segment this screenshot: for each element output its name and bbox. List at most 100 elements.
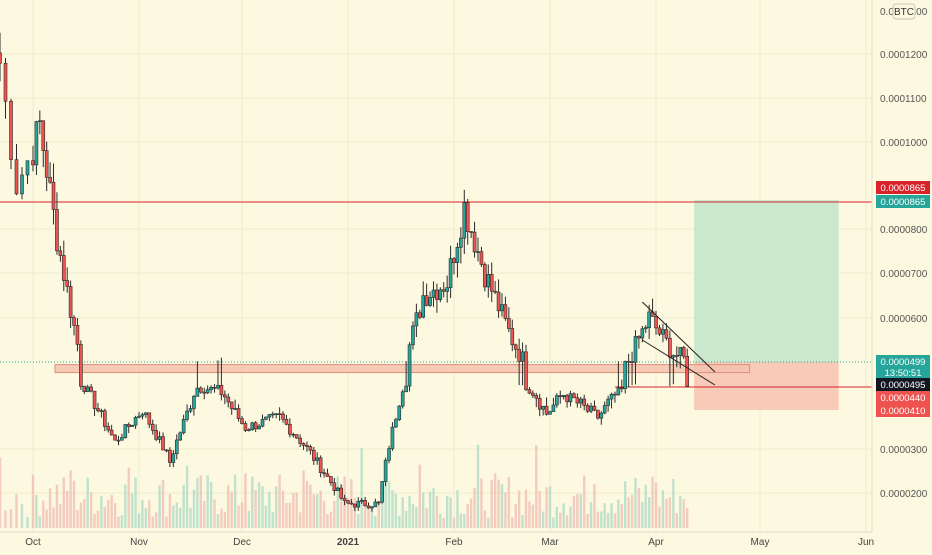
time-tick-label: Nov bbox=[130, 537, 148, 548]
price-axis-ticks: 0.0001200 0.0001100 0.0001000 0.0000800 0.00… bbox=[880, 50, 928, 500]
candle bbox=[520, 342, 525, 386]
candle bbox=[75, 318, 80, 352]
price-axis[interactable] bbox=[872, 0, 932, 532]
candle bbox=[168, 447, 172, 468]
candle bbox=[609, 392, 614, 409]
volume-bar bbox=[435, 495, 439, 528]
candle bbox=[99, 408, 104, 418]
volume-bar bbox=[398, 515, 401, 528]
volume-bar bbox=[624, 481, 627, 528]
candle bbox=[31, 145, 35, 172]
candle bbox=[585, 403, 590, 414]
volume-bar bbox=[456, 490, 459, 528]
candle bbox=[342, 494, 347, 506]
current-price-label: 0.0000499 bbox=[881, 357, 926, 368]
grid bbox=[0, 0, 872, 532]
volume-bar bbox=[192, 489, 196, 528]
candle bbox=[589, 402, 593, 414]
candle bbox=[407, 342, 412, 392]
volume-bar bbox=[668, 497, 672, 528]
level-lines bbox=[0, 201, 872, 388]
candle bbox=[366, 502, 371, 509]
volume-bar bbox=[411, 504, 415, 528]
volume-bar bbox=[637, 487, 641, 528]
candle bbox=[373, 498, 378, 508]
volume-bar bbox=[425, 508, 428, 528]
volume-bar bbox=[237, 505, 240, 528]
volume-bar bbox=[52, 507, 55, 528]
candle bbox=[233, 399, 237, 410]
volume-bar bbox=[442, 517, 445, 528]
candle bbox=[445, 275, 449, 303]
candle bbox=[267, 413, 272, 422]
volume-bar bbox=[127, 467, 130, 528]
volume-bar bbox=[295, 492, 298, 528]
candle bbox=[41, 120, 46, 168]
volume-bars bbox=[0, 444, 689, 528]
candle bbox=[578, 396, 583, 409]
volume-bar bbox=[175, 502, 178, 528]
candle bbox=[209, 385, 213, 394]
candle bbox=[92, 390, 97, 416]
candle bbox=[116, 435, 121, 446]
candle bbox=[164, 449, 169, 453]
candle bbox=[548, 410, 552, 415]
volume-bar bbox=[644, 484, 647, 528]
volume-bar bbox=[346, 497, 350, 528]
time-tick-label: Jun bbox=[858, 537, 874, 548]
volume-bar bbox=[531, 504, 535, 528]
currency-badge-box[interactable] bbox=[892, 3, 916, 20]
candle bbox=[243, 421, 248, 433]
time-axis-ticks: Oct Nov Dec 2021 Feb Mar Apr May Jun bbox=[25, 537, 874, 548]
candle bbox=[106, 422, 111, 433]
candle bbox=[55, 192, 59, 255]
volume-bar bbox=[559, 512, 562, 528]
candle bbox=[489, 262, 494, 303]
candle bbox=[452, 257, 456, 275]
volume-bar bbox=[569, 506, 572, 528]
candle bbox=[298, 434, 302, 448]
candle bbox=[257, 424, 261, 430]
volume-bar bbox=[596, 511, 600, 528]
stop-low-label: 0.0000410 bbox=[881, 406, 926, 417]
candle bbox=[400, 389, 405, 409]
volume-bar bbox=[504, 492, 507, 528]
volume-bar bbox=[548, 486, 552, 528]
volume-bar bbox=[203, 500, 206, 528]
candle bbox=[274, 413, 278, 419]
candle bbox=[332, 477, 337, 496]
candle bbox=[147, 412, 152, 428]
volume-bar bbox=[445, 496, 449, 528]
price-tick-label: 0.0000300 bbox=[880, 445, 928, 456]
volume-bar bbox=[511, 517, 514, 528]
candle bbox=[171, 450, 176, 468]
candle bbox=[181, 414, 186, 435]
volume-bar bbox=[316, 494, 319, 528]
volume-bar bbox=[654, 482, 658, 528]
volume-bar bbox=[254, 490, 257, 528]
volume-bar bbox=[326, 514, 329, 528]
candle bbox=[404, 361, 408, 393]
candle bbox=[469, 231, 473, 239]
volume-bar bbox=[55, 484, 59, 528]
candle bbox=[462, 189, 467, 255]
candle bbox=[555, 393, 559, 408]
candle bbox=[301, 442, 306, 450]
volume-bar bbox=[292, 492, 295, 528]
candle bbox=[34, 120, 39, 176]
volume-bar bbox=[165, 516, 168, 528]
candle bbox=[270, 411, 275, 419]
volume-bar bbox=[278, 474, 281, 528]
candle bbox=[418, 309, 422, 320]
candle bbox=[308, 444, 313, 455]
volume-bar bbox=[589, 502, 593, 528]
time-axis[interactable] bbox=[0, 532, 872, 550]
candle bbox=[359, 497, 364, 504]
volume-bar bbox=[158, 485, 161, 528]
candle bbox=[315, 452, 320, 465]
candle bbox=[185, 404, 189, 422]
volume-bar bbox=[476, 444, 480, 528]
candle bbox=[353, 503, 357, 512]
volume-bar bbox=[367, 506, 370, 528]
